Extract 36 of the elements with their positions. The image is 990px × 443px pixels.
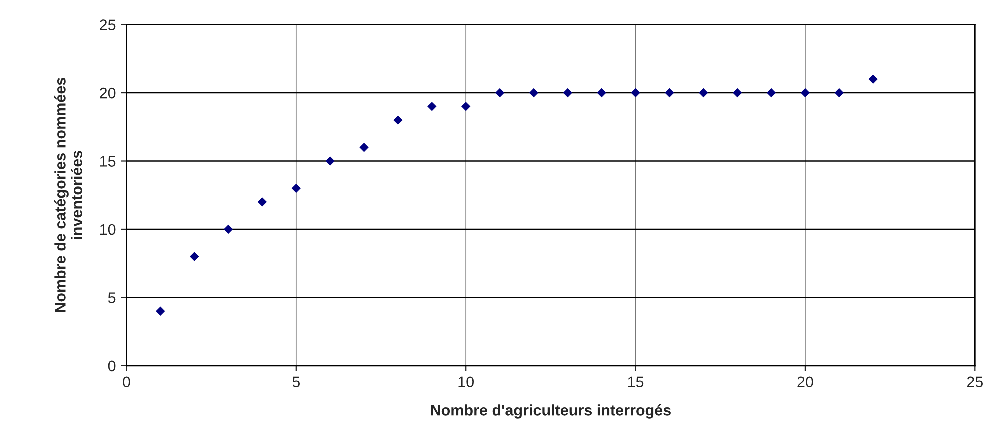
y-tick-label: 0 <box>108 360 116 372</box>
point <box>732 88 742 98</box>
point <box>461 102 471 112</box>
point <box>495 88 505 98</box>
point <box>428 102 437 112</box>
point <box>800 88 810 98</box>
x-tick-label: 25 <box>967 376 984 388</box>
point <box>699 88 708 98</box>
point <box>834 88 844 98</box>
x-tick-label: 15 <box>628 376 644 388</box>
x-axis-title: Nombre d'agriculteurs interrogés <box>431 404 671 419</box>
point <box>868 74 878 84</box>
point <box>631 88 640 98</box>
x-tick-label: 5 <box>292 376 300 388</box>
point <box>292 184 302 194</box>
x-tick-label: 0 <box>123 376 130 388</box>
y-tick-label: 5 <box>108 292 116 304</box>
point <box>156 306 166 316</box>
y-tick-label: 20 <box>100 88 116 99</box>
y-tick-label: 15 <box>100 156 116 167</box>
x-tick-label: 20 <box>798 376 814 388</box>
point <box>766 88 776 98</box>
y-tick-label: 25 <box>100 20 116 30</box>
point <box>326 156 335 166</box>
x-tick-label: 10 <box>458 376 474 388</box>
y-axis-title: Nombre de catégories nommées inventoriées <box>54 78 82 312</box>
point <box>394 116 403 125</box>
point <box>597 88 606 98</box>
point <box>529 88 539 98</box>
point <box>190 252 200 262</box>
point <box>224 224 234 234</box>
point <box>360 143 369 152</box>
point <box>258 198 268 207</box>
point <box>665 88 674 98</box>
y-tick-label: 10 <box>100 224 116 236</box>
point <box>563 88 573 98</box>
